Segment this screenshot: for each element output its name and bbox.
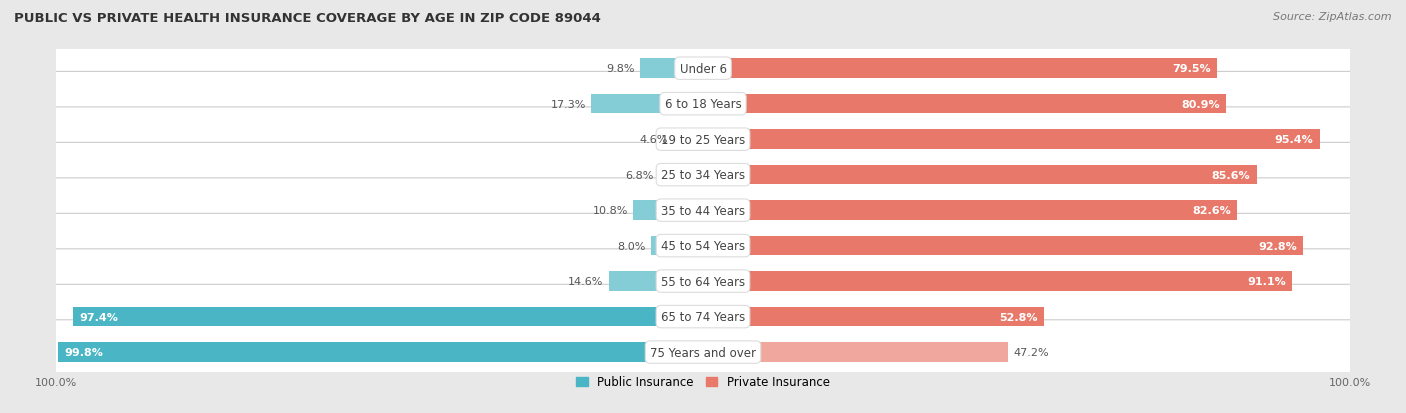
Text: 45 to 54 Years: 45 to 54 Years (661, 240, 745, 252)
Bar (703, 307, 1045, 327)
Bar (703, 130, 1320, 150)
Text: 91.1%: 91.1% (1247, 276, 1285, 287)
FancyBboxPatch shape (53, 108, 1353, 172)
Bar (659, 166, 703, 185)
Text: 99.8%: 99.8% (65, 347, 103, 357)
Bar (633, 201, 703, 221)
Bar (703, 201, 1237, 221)
Text: Under 6: Under 6 (679, 62, 727, 76)
Text: 80.9%: 80.9% (1181, 100, 1220, 109)
Bar (703, 342, 1008, 362)
Text: 95.4%: 95.4% (1275, 135, 1313, 145)
Bar (640, 59, 703, 79)
Bar (703, 59, 1218, 79)
Text: 10.8%: 10.8% (592, 206, 628, 216)
Bar (703, 236, 1303, 256)
Text: 55 to 64 Years: 55 to 64 Years (661, 275, 745, 288)
Bar (609, 272, 703, 291)
FancyBboxPatch shape (53, 37, 1353, 101)
Text: 17.3%: 17.3% (551, 100, 586, 109)
Bar (58, 342, 703, 362)
Bar (651, 236, 703, 256)
FancyBboxPatch shape (53, 143, 1353, 207)
Bar (591, 95, 703, 114)
Text: 52.8%: 52.8% (1000, 312, 1038, 322)
FancyBboxPatch shape (53, 178, 1353, 243)
Text: 92.8%: 92.8% (1258, 241, 1296, 251)
Text: 85.6%: 85.6% (1212, 170, 1250, 180)
Text: PUBLIC VS PRIVATE HEALTH INSURANCE COVERAGE BY AGE IN ZIP CODE 89044: PUBLIC VS PRIVATE HEALTH INSURANCE COVER… (14, 12, 600, 25)
Bar (703, 272, 1292, 291)
Text: 79.5%: 79.5% (1173, 64, 1211, 74)
Text: 75 Years and over: 75 Years and over (650, 346, 756, 359)
Bar (673, 130, 703, 150)
Text: 25 to 34 Years: 25 to 34 Years (661, 169, 745, 182)
Text: 82.6%: 82.6% (1192, 206, 1230, 216)
FancyBboxPatch shape (53, 214, 1353, 278)
FancyBboxPatch shape (53, 72, 1353, 137)
Bar (703, 95, 1226, 114)
FancyBboxPatch shape (53, 320, 1353, 385)
Legend: Public Insurance, Private Insurance: Public Insurance, Private Insurance (571, 371, 835, 393)
Text: 19 to 25 Years: 19 to 25 Years (661, 133, 745, 146)
FancyBboxPatch shape (53, 249, 1353, 313)
Text: 6.8%: 6.8% (626, 170, 654, 180)
Text: Source: ZipAtlas.com: Source: ZipAtlas.com (1274, 12, 1392, 22)
Text: 47.2%: 47.2% (1014, 347, 1049, 357)
Text: 9.8%: 9.8% (606, 64, 634, 74)
Bar (703, 166, 1257, 185)
Text: 35 to 44 Years: 35 to 44 Years (661, 204, 745, 217)
Text: 65 to 74 Years: 65 to 74 Years (661, 310, 745, 323)
Text: 8.0%: 8.0% (617, 241, 647, 251)
Bar (73, 307, 703, 327)
Text: 14.6%: 14.6% (568, 276, 603, 287)
FancyBboxPatch shape (53, 285, 1353, 349)
Text: 6 to 18 Years: 6 to 18 Years (665, 98, 741, 111)
Text: 4.6%: 4.6% (640, 135, 668, 145)
Text: 97.4%: 97.4% (80, 312, 118, 322)
